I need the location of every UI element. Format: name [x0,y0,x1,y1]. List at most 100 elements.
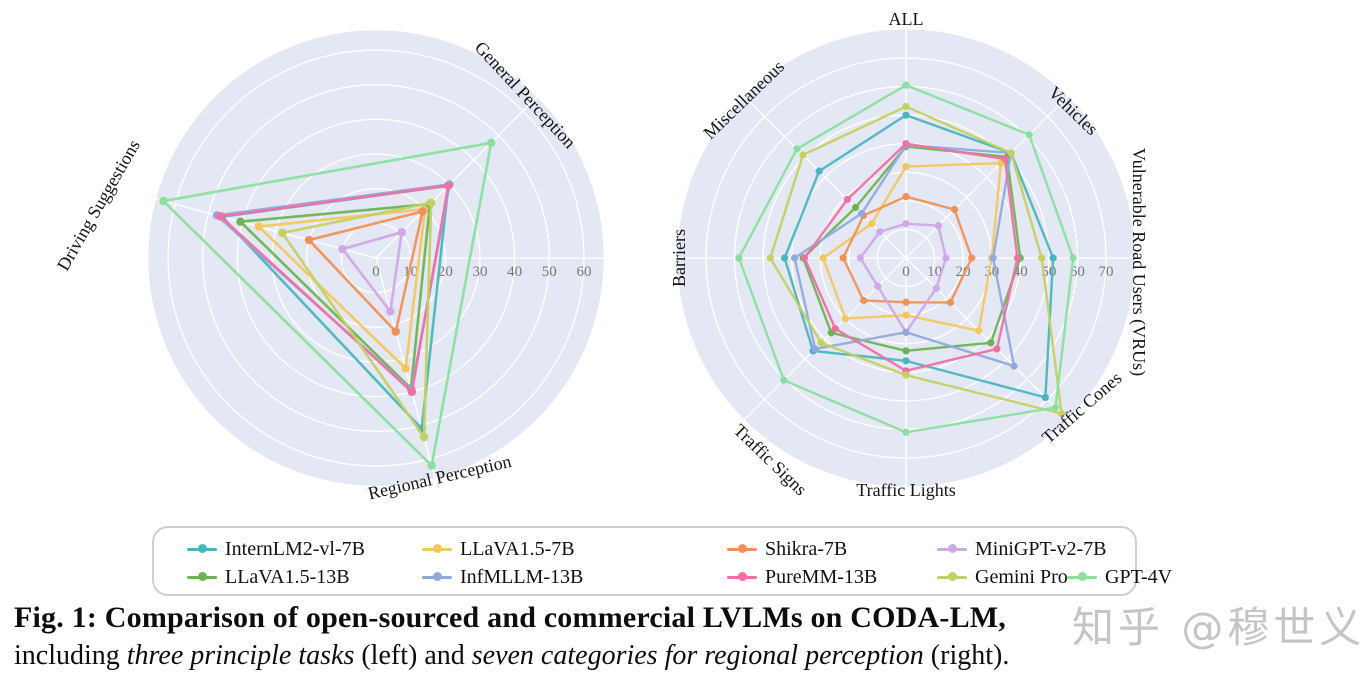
series-point-puremm-13b [1013,254,1022,262]
series-point-gemini-pro [419,432,429,442]
series-point-shikra-7b [950,205,959,214]
r-tick-label-50: 50 [542,264,557,280]
series-point-infmllm-13b [790,254,799,262]
r-tick-label-30: 30 [472,264,487,280]
series-point-internlm2-vl-7b [902,357,910,365]
legend-item-gpt-4v: GPT-4V [1067,566,1172,589]
series-point-gemini-pro [1007,149,1015,157]
series-point-puremm-13b [831,325,839,333]
series-point-llava1-5-7b [401,364,410,373]
series-point-gpt-4v [902,428,910,436]
series-point-llava1-5-13b [236,217,245,226]
series-point-llava1-5-7b [902,162,910,171]
series-point-gemini-pro [278,228,287,238]
axis-spoke-3 [905,257,1069,421]
series-point-minigpt-v2-7b [876,228,884,236]
series-line-minigpt-v2-7b [341,230,404,313]
series-line-puremm-13b [219,184,450,394]
series-point-llava1-5-7b [975,327,983,335]
series-point-llava1-5-7b [819,254,827,262]
legend-label: LLaVA1.5-13B [225,565,350,588]
series-point-shikra-7b [859,296,868,305]
series-point-puremm-13b [216,212,225,221]
series-line-shikra-7b [307,210,424,333]
series-point-gpt-4v [902,81,910,89]
series-point-gemini-pro [766,254,774,262]
series-point-llava1-5-13b [851,203,860,212]
r-tick-label-20: 20 [438,264,453,280]
series-point-internlm2-vl-7b [815,167,823,175]
series-point-infmllm-13b [989,254,997,262]
series-point-minigpt-v2-7b [874,282,882,290]
series-point-llava1-5-7b [902,311,910,319]
series-point-llava1-5-7b [254,222,264,231]
series-point-puremm-13b [843,195,852,204]
series-point-gpt-4v [793,145,801,153]
series-point-infmllm-13b [1010,362,1018,370]
series-point-minigpt-v2-7b [386,307,395,316]
figure-caption-subtitle: including three principle tasks (left) a… [14,638,1354,674]
legend-label: LLaVA1.5-7B [460,537,575,560]
legend-marker-icon [937,572,967,582]
series-line-llava1-5-7b [257,207,427,370]
series-point-gpt-4v [1025,131,1033,139]
series-point-gpt-4v [486,138,496,148]
series-point-gpt-4v [735,254,743,262]
legend-label: Shikra-7B [765,537,848,560]
series-point-gpt-4v [159,196,168,206]
r-tick-label-60: 60 [1070,264,1085,280]
figure-caption-title: Fig. 1: Comparison of open-sourced and c… [14,601,1007,634]
series-point-llava1-5-13b [987,339,995,347]
r-tick-label-60: 60 [576,264,591,280]
legend-row-2: LLaVA1.5-13B InfMLLM-13B PureMM-13B Gemini … [187,563,1172,591]
series-point-minigpt-v2-7b [856,254,864,262]
series-point-minigpt-v2-7b [932,284,940,292]
legend-label: InternLM2-vl-7B [225,537,365,560]
series-point-gpt-4v [780,376,788,384]
series-point-shikra-7b [418,207,427,216]
legend-label: GPT-4V [1105,565,1173,588]
series-point-minigpt-v2-7b [942,254,950,262]
axis-label-traffic-lights: Traffic Lights [856,480,956,500]
series-point-shikra-7b [839,254,847,262]
legend-marker-icon [727,572,757,582]
series-point-llava1-5-7b [841,315,849,323]
series-point-puremm-13b [1001,155,1009,163]
legend-marker-icon [1067,572,1097,582]
legend-marker-icon [937,544,967,554]
legend-label: PureMM-13B [765,565,878,588]
caption-segment-0: including [14,640,127,671]
r-tick-label-10: 10 [927,264,942,280]
series-point-gpt-4v [1069,254,1077,262]
legend-marker-icon [187,544,217,554]
series-point-infmllm-13b [811,345,819,353]
series-point-internlm2-vl-7b [1049,254,1057,262]
series-point-gemini-pro [902,102,910,111]
series-point-gemini-pro [426,198,436,208]
legend-label: InfMLLM-13B [460,565,584,588]
legend-marker-icon [422,572,452,582]
series-point-shikra-7b [968,254,976,262]
series-point-gemini-pro [817,339,825,347]
caption-segment-2: (left) and [354,640,472,671]
series-line-gpt-4v [162,141,493,467]
series-point-internlm2-vl-7b [1041,393,1049,401]
series-point-llava1-5-13b [902,347,910,355]
legend-label: MiniGPT-v2-7B [975,537,1107,560]
series-point-gpt-4v [427,461,436,470]
legend-item-gemini-pro: Gemini Pro [937,566,1068,589]
legend-row-1: InternLM2-vl-7B LLaVA1.5-7B Shikra-7B MiniG… [187,535,1135,563]
axis-spoke-1 [905,95,1069,259]
series-point-minigpt-v2-7b [934,222,942,230]
series-point-shikra-7b [946,298,955,307]
axis-label-vulnerable-road-users-vrus: Vulnerable Road Users (VRUs) [1128,148,1149,376]
series-point-gemini-pro [1057,409,1066,418]
series-point-internlm2-vl-7b [780,254,789,262]
series-line-llava1-5-13b [239,202,432,390]
legend-item-infmllm-13b: InfMLLM-13B [422,566,727,589]
legend-item-shikra-7b: Shikra-7B [727,538,937,561]
series-point-minigpt-v2-7b [902,220,910,228]
